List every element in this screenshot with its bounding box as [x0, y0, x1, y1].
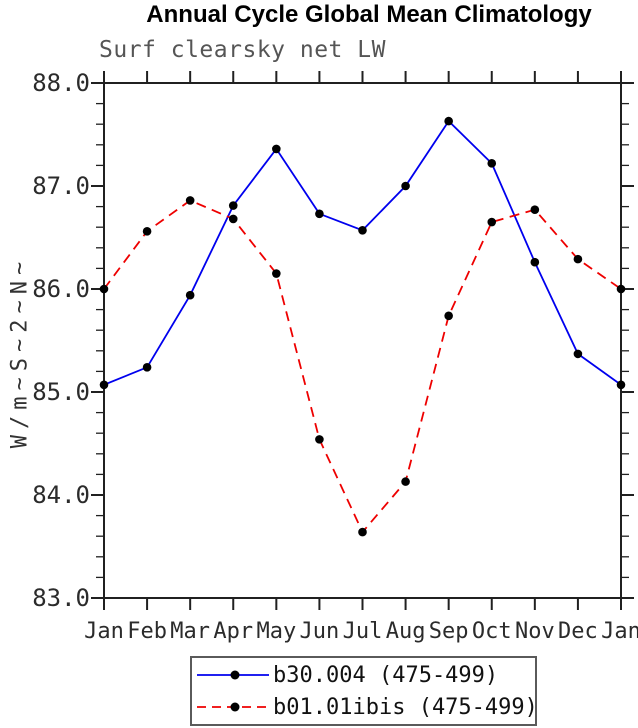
- x-tick-label: Jan: [601, 619, 638, 644]
- chart-title: Annual Cycle Global Mean Climatology: [146, 1, 592, 28]
- data-point-marker: [272, 269, 281, 278]
- data-point-marker: [315, 435, 324, 444]
- data-point-marker: [185, 196, 195, 205]
- data-point-marker: [99, 380, 109, 390]
- data-point-marker: [444, 116, 453, 126]
- data-point-marker: [142, 227, 152, 236]
- legend-label: b30.004 (475-499): [273, 662, 499, 688]
- x-tick-label: Apr: [213, 619, 254, 644]
- x-tick-label: Mar: [170, 619, 211, 644]
- data-point-marker: [530, 257, 540, 267]
- data-point-marker: [272, 144, 281, 154]
- data-point-marker: [99, 284, 109, 294]
- y-tick-label: 83.0: [32, 584, 90, 612]
- legend-entry-b30-004: b30.004 (475-499): [195, 660, 535, 690]
- data-point-marker: [616, 380, 626, 390]
- x-tick-label: Feb: [127, 619, 167, 644]
- plot-frame: [103, 82, 622, 599]
- y-tick-label: 85.0: [32, 378, 90, 406]
- series-line-0: [103, 119, 622, 386]
- x-tick-label: May: [256, 619, 297, 644]
- x-tick-label: Jun: [299, 619, 340, 644]
- legend-label: b01.01ibis (475-499): [273, 694, 538, 720]
- x-tick-label: Dec: [558, 619, 598, 644]
- legend-swatch-dashed-line: [197, 702, 269, 712]
- x-tick-label: Jan: [84, 619, 124, 644]
- data-point-marker: [401, 181, 410, 191]
- data-point-marker: [573, 349, 583, 359]
- legend-swatch-solid-line: [197, 670, 269, 680]
- data-point-marker: [228, 214, 238, 224]
- legend-entry-b01-01ibis: b01.01ibis (475-499): [195, 692, 538, 722]
- data-point-marker: [315, 209, 324, 219]
- y-tick-label: 87.0: [32, 172, 90, 200]
- chart-subtitle: Surf clearsky net LW: [99, 37, 386, 63]
- data-point-marker: [530, 205, 540, 214]
- y-tick-label: 88.0: [32, 69, 90, 97]
- data-point-marker: [487, 217, 497, 227]
- data-point-marker: [358, 225, 367, 235]
- data-point-marker: [487, 159, 497, 168]
- legend-box: b30.004 (475-499) b01.01ibis (475-499): [190, 656, 538, 726]
- x-tick-label: Aug: [385, 619, 426, 644]
- data-point-marker: [573, 254, 583, 264]
- data-point-marker: [185, 290, 195, 300]
- y-tick-label: 86.0: [32, 275, 90, 303]
- data-point-marker: [444, 311, 453, 321]
- x-tick-label: Nov: [514, 619, 555, 644]
- y-tick-label: 84.0: [32, 481, 90, 509]
- x-tick-label: Oct: [471, 619, 512, 644]
- data-point-marker: [401, 477, 410, 486]
- data-point-marker: [616, 284, 626, 294]
- x-tick-label: Sep: [428, 619, 469, 644]
- data-point-marker: [228, 201, 238, 210]
- x-tick-label: Jul: [342, 619, 383, 644]
- data-point-marker: [142, 362, 152, 372]
- series-line-1: [103, 199, 622, 534]
- data-point-marker: [358, 527, 367, 537]
